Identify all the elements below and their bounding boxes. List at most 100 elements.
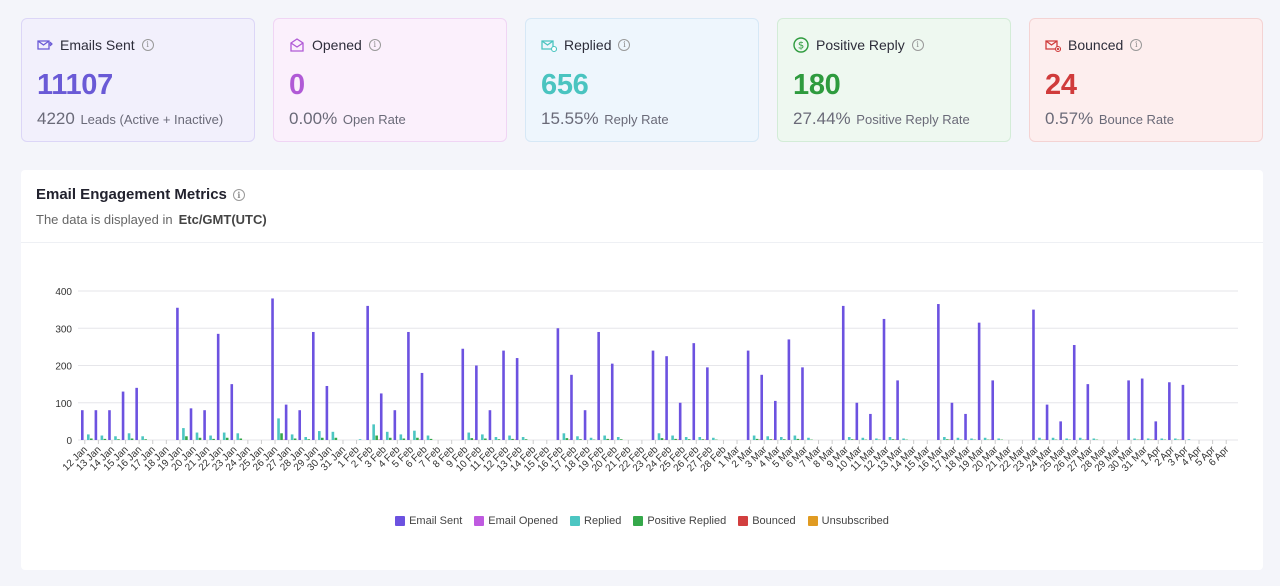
card-subtitle: 4220 Leads (Active + Inactive)	[37, 109, 223, 129]
bar-email-sent	[760, 374, 764, 440]
legend-item-bounced[interactable]: Bounced	[738, 515, 796, 527]
bar-email-sent	[678, 402, 682, 440]
legend-item-email-opened[interactable]: Email Opened	[474, 515, 558, 527]
info-icon[interactable]: i	[141, 39, 154, 51]
card-header: Opened i	[289, 37, 381, 53]
timezone-note: The data is displayed in Etc/GMT(UTC)	[36, 212, 267, 227]
bar-email-sent	[121, 391, 125, 440]
bar-replied	[141, 436, 144, 440]
bar-positive-replied	[850, 439, 854, 440]
bar-email-sent	[515, 358, 519, 440]
card-rate-label: Bounce Rate	[1098, 112, 1174, 127]
bar-email-sent	[855, 402, 859, 440]
bar-positive-replied	[212, 438, 215, 440]
bar-email-sent	[393, 410, 397, 440]
bar-positive-replied	[796, 438, 800, 440]
bar-replied	[1174, 438, 1177, 440]
bar-positive-replied	[429, 438, 433, 440]
bar-replied	[698, 437, 702, 440]
bar-replied	[182, 428, 185, 440]
bar-replied	[318, 431, 321, 440]
info-icon[interactable]: i	[368, 39, 381, 51]
bar-email-sent	[81, 410, 84, 440]
bar-replied	[589, 437, 593, 440]
bar-replied	[222, 432, 226, 440]
timezone-value: Etc/GMT(UTC)	[178, 212, 267, 227]
bar-email-sent	[407, 331, 410, 440]
legend-item-replied[interactable]: Replied	[570, 515, 621, 527]
bar-replied	[87, 434, 90, 440]
bar-email-sent	[1086, 384, 1090, 440]
bar-email-sent	[284, 404, 288, 440]
bar-replied	[657, 433, 661, 440]
divider	[21, 242, 1263, 243]
bar-email-sent	[570, 374, 573, 440]
bar-email-sent	[1045, 404, 1049, 440]
bar-email-sent	[230, 384, 234, 440]
info-icon[interactable]: i	[1130, 39, 1143, 51]
bar-email-sent	[556, 328, 560, 440]
card-header: Replied i	[541, 37, 631, 53]
bar-positive-replied	[769, 439, 773, 440]
info-icon[interactable]: i	[618, 39, 631, 51]
card-subtitle: 0.57% Bounce Rate	[1045, 109, 1174, 129]
card-subtitle: 27.44% Positive Reply Rate	[793, 109, 970, 129]
info-icon[interactable]: i	[911, 39, 924, 51]
bar-email-sent	[774, 400, 777, 440]
bar-positive-replied	[103, 438, 107, 440]
stat-cards: Emails Sent i 11107 4220 Leads (Active + In…	[21, 18, 1264, 142]
card-value: 0	[289, 69, 305, 101]
legend-item-email-sent[interactable]: Email Sent	[395, 515, 462, 527]
bar-replied	[766, 436, 770, 440]
bar-replied	[780, 437, 783, 440]
bar-positive-replied	[946, 439, 949, 440]
bar-replied	[1065, 438, 1068, 440]
bar-replied	[127, 433, 131, 440]
bar-positive-replied	[619, 439, 623, 440]
card-rate-label: Reply Rate	[604, 112, 669, 127]
bar-positive-replied	[565, 438, 569, 440]
bar-positive-replied	[579, 439, 582, 440]
bar-email-sent	[366, 305, 369, 440]
bar-email-sent	[977, 322, 981, 440]
bar-replied	[358, 439, 362, 440]
bar-email-sent	[991, 380, 995, 440]
bar-replied	[385, 431, 389, 440]
legend-item-unsubscribed[interactable]: Unsubscribed	[807, 515, 889, 527]
bar-email-sent	[502, 350, 505, 440]
bar-replied	[100, 435, 104, 440]
bar-replied	[562, 433, 566, 440]
bar-email-sent	[379, 393, 383, 440]
bar-replied	[603, 435, 606, 440]
card-subtitle: 15.55% Reply Rate	[541, 109, 669, 129]
card-rate: 27.44%	[793, 109, 851, 128]
bar-email-sent	[1127, 380, 1130, 440]
bar-email-sent	[896, 380, 899, 440]
bar-replied	[861, 437, 865, 440]
bar-positive-replied	[402, 438, 406, 440]
bar-email-sent	[882, 318, 886, 440]
bar-replied	[426, 435, 430, 440]
bar-positive-replied	[660, 438, 664, 440]
bar-email-sent	[1072, 345, 1076, 440]
legend-item-positive-replied[interactable]: Positive Replied	[633, 515, 726, 527]
card-header: Bounced i	[1045, 37, 1143, 53]
bar-positive-replied	[416, 437, 419, 440]
bar-email-sent	[1154, 421, 1158, 440]
bar-replied	[752, 435, 756, 440]
legend-label: Email Sent	[409, 515, 463, 527]
chart-legend: Email Sent Email Opened Replied Positive Re…	[21, 515, 1263, 527]
bar-positive-replied	[307, 439, 311, 440]
info-icon[interactable]: i	[232, 188, 245, 201]
envelope-bounce-icon	[1045, 40, 1061, 53]
bar-email-sent	[312, 331, 315, 440]
bar-email-sent	[1140, 378, 1144, 440]
bar-replied	[847, 437, 851, 440]
bar-email-sent	[135, 387, 138, 440]
bar-replied	[1133, 438, 1136, 440]
bar-positive-replied	[755, 438, 759, 440]
card-title: Replied	[564, 37, 612, 53]
bar-replied	[807, 437, 810, 440]
bar-positive-replied	[388, 437, 392, 440]
